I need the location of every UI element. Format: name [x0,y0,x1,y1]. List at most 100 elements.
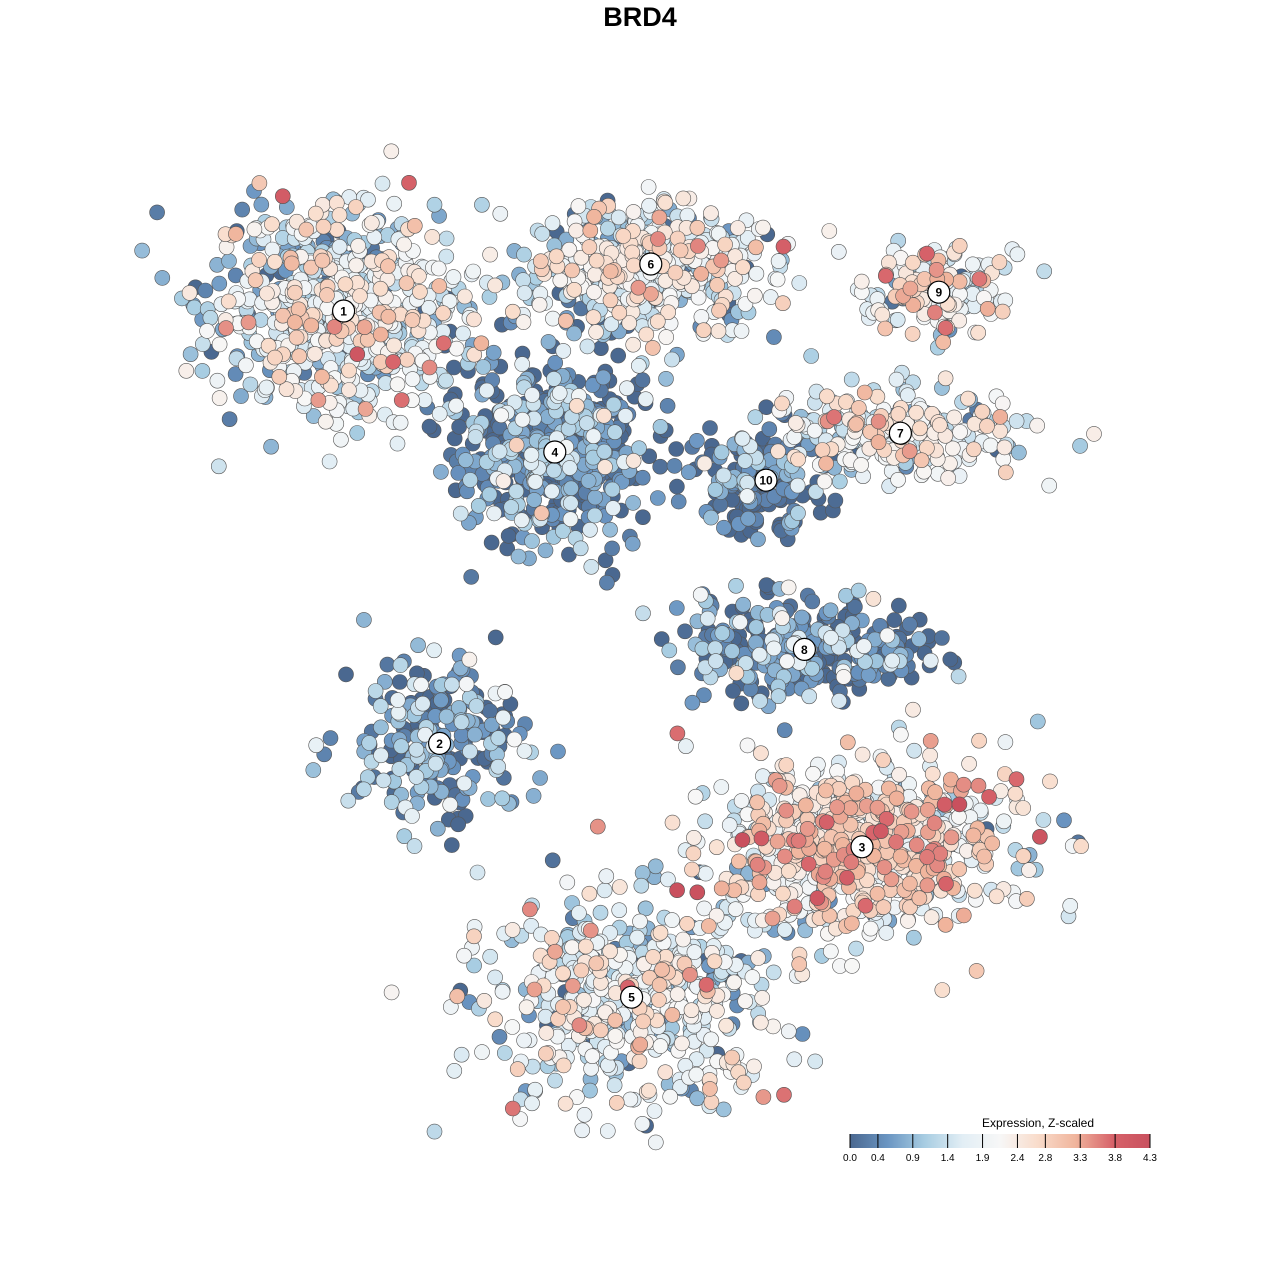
cell-point [903,803,920,820]
cell-point [818,782,834,799]
cell-point [410,637,426,654]
cell-point [632,913,648,930]
cell-point [994,303,1011,320]
cell-point [283,255,300,272]
cell-point [870,434,887,451]
cell-point [228,226,244,242]
cell-point [752,1014,769,1031]
cell-point [585,428,602,445]
cell-point [356,612,372,628]
cluster-label-text: 7 [897,427,904,441]
cell-point [765,964,782,981]
cell-point [448,397,464,414]
cell-point [380,258,396,275]
cell-point [645,949,661,965]
cell-point [634,469,651,486]
cell-point [951,796,968,813]
cell-point [688,1066,705,1083]
cell-point [526,492,543,508]
cell-point [197,282,214,299]
cell-point [399,351,415,368]
cell-point [761,421,778,438]
cell-point [714,625,731,641]
cell-point [891,766,907,783]
cell-point [303,317,320,334]
cell-point [510,548,527,565]
cell-point [475,359,492,375]
cell-point [771,778,788,794]
cell-point [937,320,954,336]
cell-point [487,1011,504,1028]
cell-point [452,505,469,522]
cell-point [934,982,951,998]
cell-point [960,390,976,407]
cell-point [500,527,517,544]
cell-point [709,277,726,293]
cell-point [919,877,936,894]
cell-point [766,640,782,657]
cell-point [596,443,613,460]
cell-point [633,877,650,894]
cell-point [666,458,683,474]
cell-point [856,384,873,401]
cell-point [1086,426,1102,442]
cluster-label-7: 7 [888,421,913,445]
cell-point [582,222,599,239]
cell-point [843,915,860,932]
cell-point [446,359,462,376]
cell-point [202,309,219,326]
cell-point [331,207,348,223]
cell-point [467,429,484,445]
cell-point [640,1082,657,1099]
cell-point [679,915,695,932]
cell-point [607,424,623,441]
cell-point [669,986,686,1003]
cell-point [496,1045,513,1061]
cell-point [698,976,715,993]
cell-point [404,312,421,328]
cell-point [732,614,748,631]
cell-point [821,223,838,239]
cluster-label-text: 3 [859,840,866,854]
cell-point [649,313,666,330]
cell-point [599,574,615,591]
legend-colorbar [850,1134,1150,1148]
cell-point [968,963,985,979]
cell-point [580,473,597,489]
cell-point [514,356,531,372]
cell-point [974,403,991,420]
cell-point [658,329,675,345]
cell-point [927,304,943,321]
cell-point [844,958,860,974]
cell-point [689,884,706,901]
cell-point [555,999,571,1015]
cell-point [566,281,583,298]
cell-point [734,430,751,447]
cell-point [790,832,807,849]
cell-point [625,336,642,353]
cell-point [749,794,766,811]
cell-point [487,629,504,646]
cell-point [603,316,620,333]
cell-point [287,314,303,331]
cell-point [937,370,954,387]
cell-point [787,415,804,431]
cell-point [544,483,560,500]
cell-point [566,325,582,342]
cell-point [209,372,226,389]
cell-point [357,401,374,417]
cell-point [456,288,473,305]
cell-point [906,742,923,759]
cell-point [955,776,972,793]
cell-point [457,452,474,468]
cell-point [888,371,905,388]
cell-point [702,1081,718,1097]
cell-point [582,922,599,939]
legend-tick-label: 4.3 [1143,1153,1157,1164]
cell-point [822,602,839,619]
cell-point [583,558,600,575]
cell-point [682,966,698,983]
cell-point [506,731,523,748]
cell-point [684,861,700,878]
